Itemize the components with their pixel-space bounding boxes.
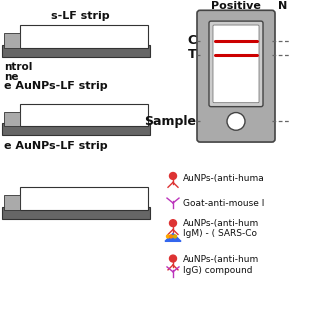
Text: Goat-anti-mouse I: Goat-anti-mouse I <box>183 198 264 207</box>
Text: ne: ne <box>4 72 19 82</box>
Bar <box>2 207 150 219</box>
FancyBboxPatch shape <box>197 10 275 142</box>
Circle shape <box>170 220 177 227</box>
Circle shape <box>170 235 172 238</box>
Bar <box>4 33 20 48</box>
Text: C: C <box>187 34 196 47</box>
Text: Positive: Positive <box>211 1 261 11</box>
Bar <box>4 195 20 210</box>
Bar <box>20 187 148 210</box>
Text: IgM) - ( SARS-Co: IgM) - ( SARS-Co <box>183 229 257 238</box>
Text: e AuNPs-LF strip: e AuNPs-LF strip <box>4 141 108 151</box>
Polygon shape <box>165 234 181 241</box>
Circle shape <box>166 235 170 238</box>
Text: IgG) compound: IgG) compound <box>183 266 252 275</box>
Text: ntrol: ntrol <box>4 62 32 72</box>
Circle shape <box>173 235 177 238</box>
Bar <box>2 45 150 57</box>
Bar <box>2 124 150 135</box>
Text: AuNPs-(anti-hum: AuNPs-(anti-hum <box>183 254 259 264</box>
Circle shape <box>170 255 177 262</box>
FancyBboxPatch shape <box>209 21 263 107</box>
Text: N: N <box>278 1 287 11</box>
Text: AuNPs-(anti-huma: AuNPs-(anti-huma <box>183 174 265 183</box>
Bar <box>4 112 20 126</box>
Circle shape <box>170 172 177 180</box>
Text: s-LF strip: s-LF strip <box>51 11 109 21</box>
Text: T: T <box>188 48 196 61</box>
Bar <box>20 25 148 48</box>
Circle shape <box>227 113 245 130</box>
Text: e AuNPs-LF strip: e AuNPs-LF strip <box>4 81 108 91</box>
Bar <box>20 104 148 126</box>
Text: AuNPs-(anti-hum: AuNPs-(anti-hum <box>183 219 259 228</box>
FancyBboxPatch shape <box>213 25 259 103</box>
Text: Sample: Sample <box>144 115 196 128</box>
